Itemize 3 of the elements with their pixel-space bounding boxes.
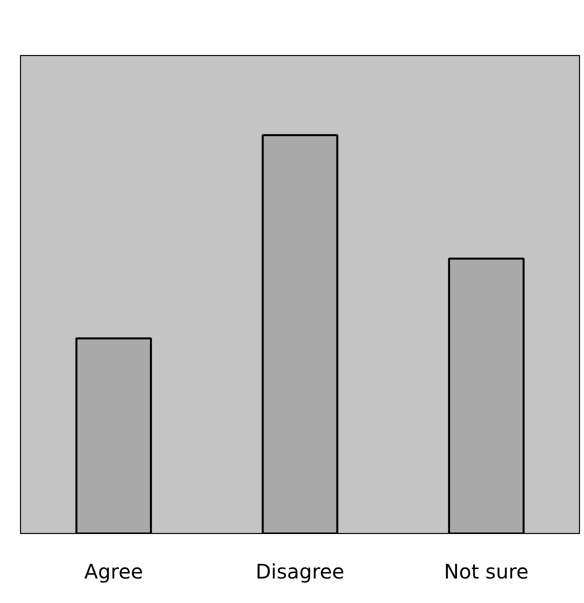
x-tick-label: Disagree	[256, 560, 344, 584]
x-tick-label: Not sure	[444, 560, 529, 584]
x-tick-label: Agree	[84, 560, 144, 584]
